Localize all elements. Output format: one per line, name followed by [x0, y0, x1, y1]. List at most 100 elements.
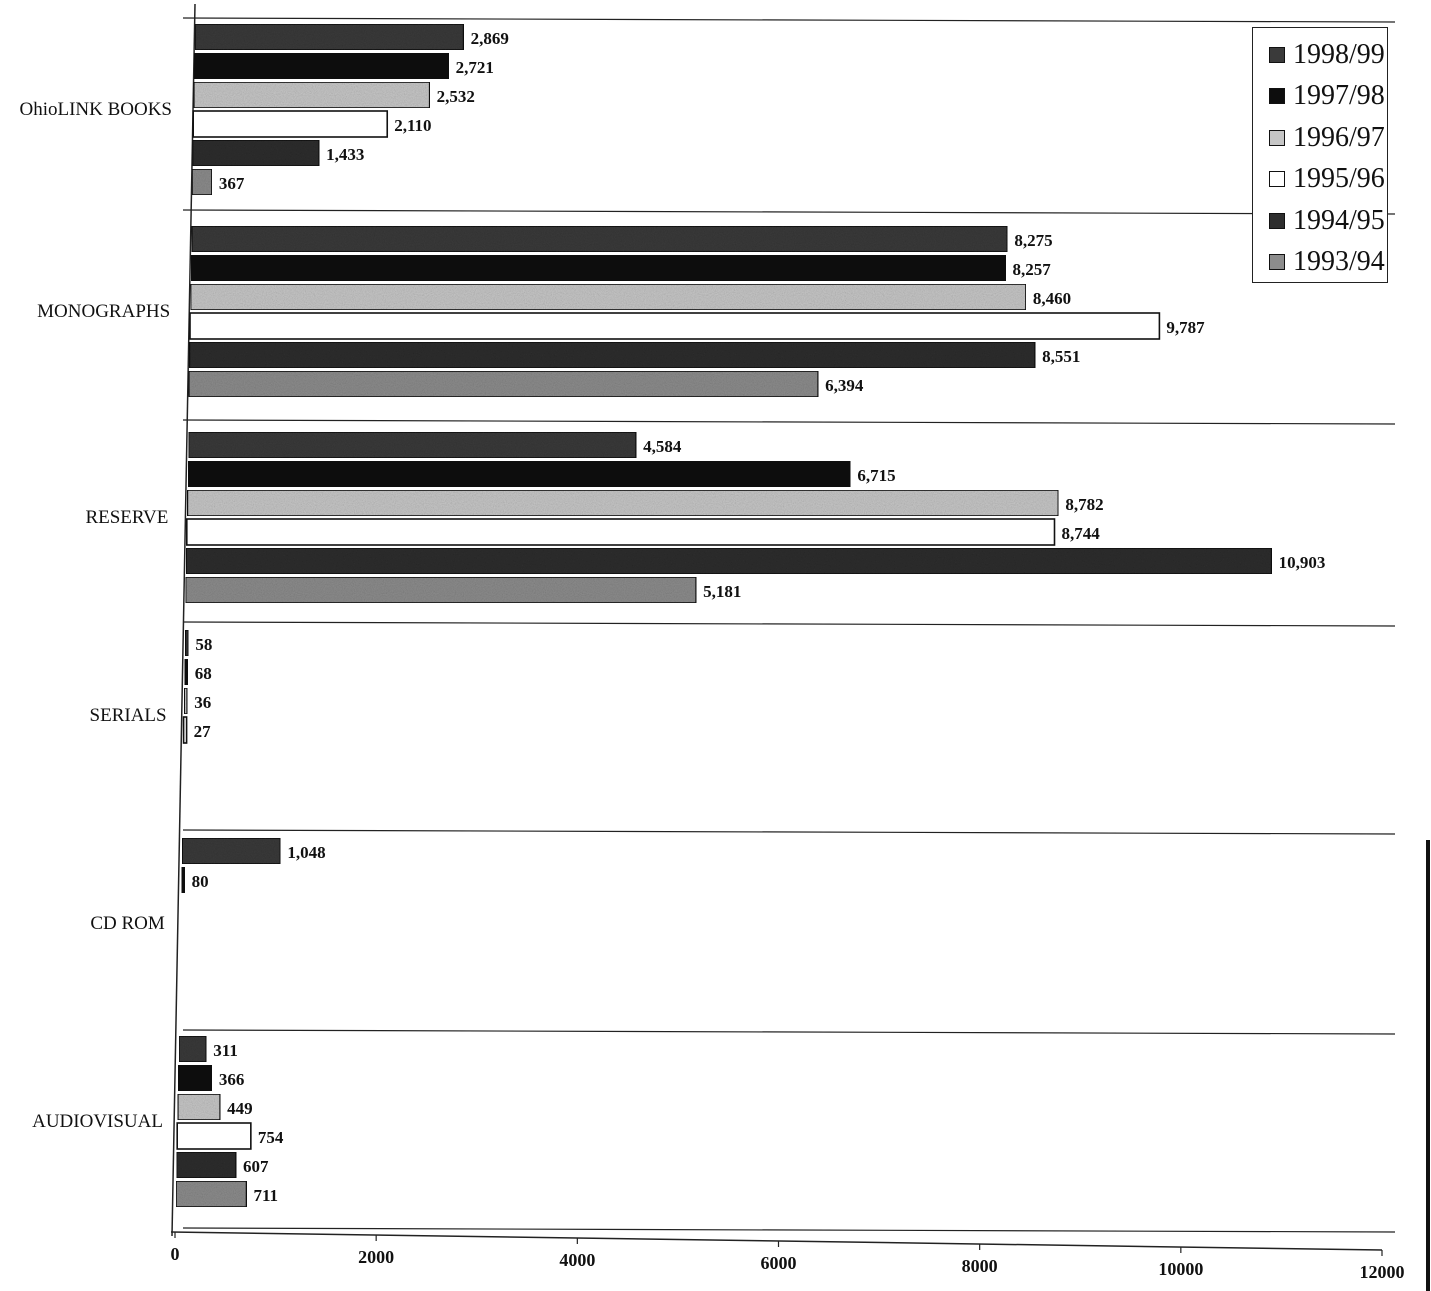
- x-tick-label: 6000: [761, 1253, 797, 1273]
- y-axis-line: [171, 3, 196, 1237]
- bar: [183, 687, 188, 715]
- legend-item: 1995/96: [1269, 159, 1387, 201]
- bar: [178, 1035, 208, 1063]
- legend: 1998/99 1997/98 1996/97 1995/96 1994/95 1993/…: [1252, 27, 1388, 283]
- data-label: 711: [254, 1186, 279, 1205]
- bar: [177, 1093, 221, 1121]
- data-label: 2,721: [456, 58, 494, 77]
- bar: [175, 1180, 248, 1208]
- axis-layer: [170, 3, 1396, 1256]
- category-separator-line: [182, 1227, 1396, 1233]
- data-label: 4,584: [643, 437, 682, 456]
- bar: [184, 658, 189, 686]
- bar: [185, 547, 1273, 575]
- bar: [189, 283, 1027, 311]
- x-tick-label: 10000: [1158, 1259, 1203, 1279]
- data-label: 366: [219, 1070, 245, 1089]
- data-label: 2,110: [394, 116, 431, 135]
- bar: [182, 716, 188, 744]
- data-label: 449: [227, 1099, 253, 1118]
- legend-swatch: [1269, 212, 1285, 229]
- bar: [176, 1122, 252, 1150]
- bar: [175, 1151, 237, 1179]
- bar: [188, 341, 1036, 369]
- bar: [190, 254, 1007, 282]
- data-label: 8,782: [1065, 495, 1103, 514]
- data-label: 8,275: [1014, 231, 1052, 250]
- legend-swatch: [1269, 46, 1285, 63]
- x-tick-label: 0: [171, 1244, 180, 1264]
- bar: [180, 866, 186, 894]
- category-separator-line: [182, 419, 1396, 425]
- bar: [186, 489, 1060, 517]
- bar: [189, 312, 1161, 340]
- category-separator-line: [182, 17, 1396, 23]
- bar: [181, 837, 282, 865]
- bar: [184, 629, 190, 657]
- bar: [191, 168, 213, 196]
- x-tick-label: 8000: [962, 1256, 998, 1276]
- data-label: 8,257: [1013, 260, 1052, 279]
- legend-label: 1994/95: [1293, 204, 1385, 236]
- category-label: MONOGRAPHS: [37, 301, 170, 322]
- data-label: 754: [258, 1128, 284, 1147]
- bar: [191, 139, 320, 167]
- data-label: 1,048: [287, 843, 325, 862]
- legend-label: 1993/94: [1293, 246, 1385, 278]
- category-label: RESERVE: [85, 507, 168, 528]
- legend-swatch: [1269, 171, 1285, 188]
- x-tick-label: 2000: [358, 1247, 394, 1267]
- bar: [193, 52, 450, 80]
- category-label: SERIALS: [90, 705, 167, 726]
- category-separator-line: [182, 1029, 1396, 1035]
- bar: [188, 370, 819, 398]
- bars-layer: [175, 23, 1273, 1208]
- category-separator-line: [182, 621, 1396, 627]
- data-label: 80: [192, 872, 209, 891]
- bar: [194, 23, 465, 51]
- scan-edge-line: [1426, 840, 1430, 1291]
- data-label: 5,181: [703, 582, 741, 601]
- bar: [187, 431, 637, 459]
- x-axis-line: [170, 1231, 1383, 1251]
- data-label: 27: [194, 722, 212, 741]
- data-label: 1,433: [326, 145, 364, 164]
- data-label: 58: [195, 635, 212, 654]
- legend-item: 1996/97: [1269, 117, 1387, 159]
- bar: [192, 110, 389, 138]
- data-label: 6,715: [857, 466, 895, 485]
- x-tick-label: 4000: [559, 1250, 595, 1270]
- bar: [184, 576, 697, 604]
- bar: [177, 1064, 213, 1092]
- data-label: 36: [194, 693, 211, 712]
- data-label: 311: [213, 1041, 238, 1060]
- legend-swatch: [1269, 88, 1285, 105]
- category-label: CD ROM: [90, 913, 165, 934]
- data-label: 68: [195, 664, 212, 683]
- bar: [193, 81, 431, 109]
- data-label: 10,903: [1279, 553, 1326, 572]
- legend-swatch: [1269, 129, 1285, 146]
- legend-swatch: [1269, 254, 1285, 271]
- bar: [187, 460, 852, 488]
- data-label: 2,869: [471, 29, 509, 48]
- data-label: 9,787: [1166, 318, 1205, 337]
- data-label: 607: [243, 1157, 269, 1176]
- category-separator-line: [182, 209, 1396, 215]
- data-label: 367: [219, 174, 245, 193]
- legend-label: 1998/99: [1293, 38, 1385, 70]
- legend-label: 1996/97: [1293, 121, 1385, 153]
- legend-item: 1994/95: [1269, 200, 1387, 242]
- legend-item: 1993/94: [1269, 242, 1387, 284]
- bar: [186, 518, 1056, 546]
- data-label: 6,394: [825, 376, 864, 395]
- data-label: 8,744: [1062, 524, 1101, 543]
- category-separator-line: [182, 829, 1396, 835]
- legend-label: 1995/96: [1293, 163, 1385, 195]
- bar: [191, 225, 1009, 253]
- data-label: 8,551: [1042, 347, 1080, 366]
- category-label: OhioLINK BOOKS: [19, 99, 172, 120]
- category-label: AUDIOVISUAL: [32, 1111, 163, 1132]
